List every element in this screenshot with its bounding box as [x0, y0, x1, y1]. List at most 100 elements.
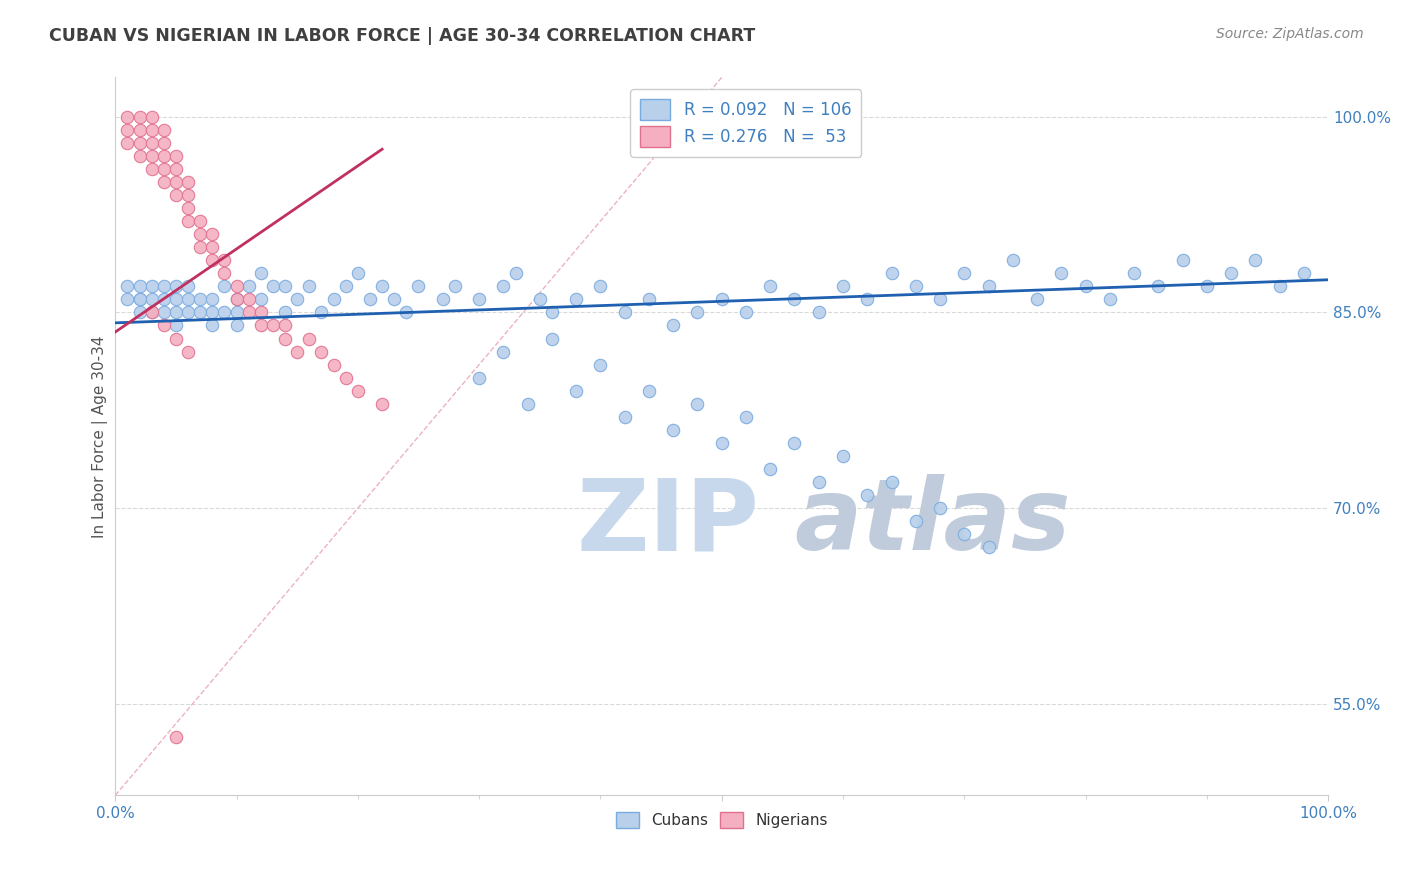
- Point: [371, 397, 394, 411]
- Point: [953, 266, 976, 280]
- Point: [1195, 279, 1218, 293]
- Point: [128, 279, 150, 293]
- Point: [152, 318, 174, 333]
- Point: [262, 318, 284, 333]
- Point: [201, 240, 224, 254]
- Point: [128, 305, 150, 319]
- Point: [638, 293, 661, 307]
- Point: [225, 279, 247, 293]
- Text: ZIP: ZIP: [576, 474, 759, 571]
- Point: [977, 279, 1000, 293]
- Point: [238, 305, 260, 319]
- Point: [165, 279, 187, 293]
- Point: [492, 344, 515, 359]
- Point: [541, 305, 564, 319]
- Point: [1001, 253, 1024, 268]
- Point: [274, 332, 297, 346]
- Point: [141, 161, 163, 176]
- Point: [188, 214, 211, 228]
- Point: [250, 266, 273, 280]
- Point: [589, 358, 612, 372]
- Point: [347, 384, 370, 398]
- Point: [117, 136, 139, 150]
- Point: [214, 279, 236, 293]
- Point: [201, 227, 224, 241]
- Point: [516, 397, 538, 411]
- Point: [165, 188, 187, 202]
- Text: atlas: atlas: [794, 474, 1071, 571]
- Point: [201, 253, 224, 268]
- Point: [117, 279, 139, 293]
- Point: [929, 501, 952, 516]
- Point: [165, 332, 187, 346]
- Point: [117, 293, 139, 307]
- Point: [165, 305, 187, 319]
- Point: [977, 541, 1000, 555]
- Point: [783, 293, 806, 307]
- Point: [335, 370, 357, 384]
- Point: [1171, 253, 1194, 268]
- Point: [1074, 279, 1097, 293]
- Point: [1220, 266, 1243, 280]
- Point: [1268, 279, 1291, 293]
- Point: [468, 293, 491, 307]
- Point: [880, 266, 903, 280]
- Point: [214, 253, 236, 268]
- Point: [128, 149, 150, 163]
- Point: [468, 370, 491, 384]
- Point: [225, 293, 247, 307]
- Point: [152, 149, 174, 163]
- Point: [274, 279, 297, 293]
- Point: [128, 293, 150, 307]
- Point: [1026, 293, 1049, 307]
- Point: [929, 293, 952, 307]
- Point: [188, 293, 211, 307]
- Point: [141, 149, 163, 163]
- Point: [141, 279, 163, 293]
- Point: [128, 122, 150, 136]
- Point: [165, 149, 187, 163]
- Point: [285, 344, 308, 359]
- Point: [165, 293, 187, 307]
- Point: [710, 436, 733, 450]
- Point: [238, 293, 260, 307]
- Point: [250, 318, 273, 333]
- Point: [201, 293, 224, 307]
- Y-axis label: In Labor Force | Age 30-34: In Labor Force | Age 30-34: [93, 335, 108, 538]
- Point: [152, 293, 174, 307]
- Point: [613, 305, 636, 319]
- Point: [214, 266, 236, 280]
- Point: [128, 136, 150, 150]
- Point: [613, 409, 636, 424]
- Point: [177, 188, 200, 202]
- Point: [589, 279, 612, 293]
- Point: [359, 293, 381, 307]
- Point: [856, 293, 879, 307]
- Point: [177, 293, 200, 307]
- Point: [177, 214, 200, 228]
- Point: [311, 305, 333, 319]
- Point: [880, 475, 903, 489]
- Point: [165, 161, 187, 176]
- Legend: Cubans, Nigerians: Cubans, Nigerians: [610, 806, 834, 834]
- Point: [141, 293, 163, 307]
- Point: [152, 161, 174, 176]
- Point: [322, 358, 344, 372]
- Point: [201, 305, 224, 319]
- Point: [311, 344, 333, 359]
- Point: [141, 305, 163, 319]
- Point: [395, 305, 418, 319]
- Point: [262, 279, 284, 293]
- Text: Source: ZipAtlas.com: Source: ZipAtlas.com: [1216, 27, 1364, 41]
- Point: [1098, 293, 1121, 307]
- Point: [298, 332, 321, 346]
- Point: [408, 279, 430, 293]
- Point: [1292, 266, 1315, 280]
- Point: [662, 423, 685, 437]
- Point: [177, 344, 200, 359]
- Point: [225, 293, 247, 307]
- Point: [953, 527, 976, 541]
- Point: [152, 136, 174, 150]
- Point: [856, 488, 879, 502]
- Point: [832, 449, 855, 463]
